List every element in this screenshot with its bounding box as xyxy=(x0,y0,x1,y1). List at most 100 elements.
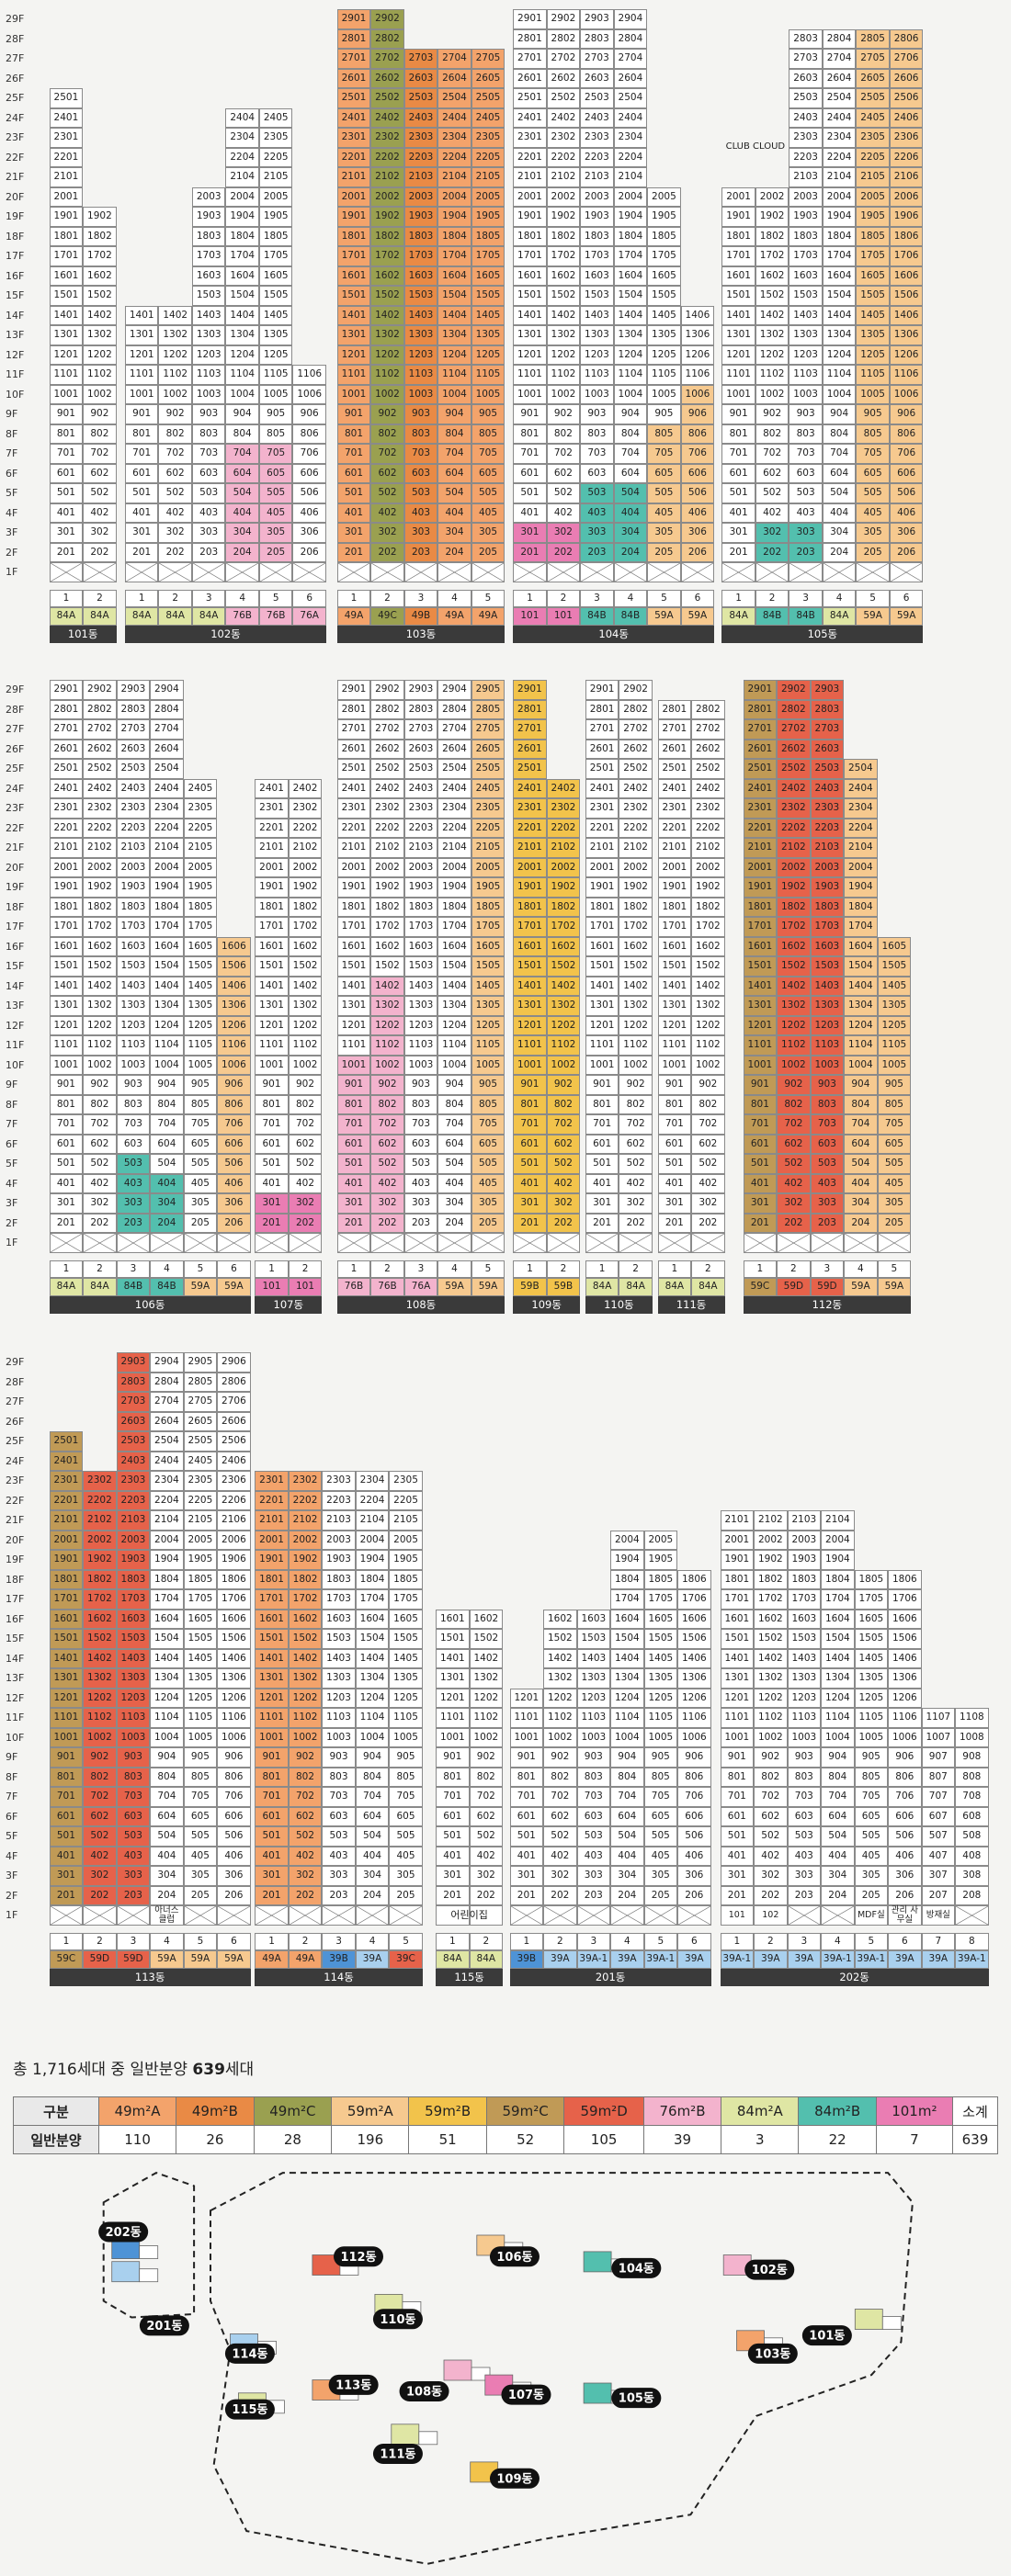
unit-cell: 1002 xyxy=(546,384,581,404)
floor-label: 2F xyxy=(6,1216,18,1229)
unit-cell: 2102 xyxy=(370,838,404,858)
unit-cell: 2801 xyxy=(336,28,371,49)
unit-cell: 2301 xyxy=(657,798,692,819)
unit-cell: 1802 xyxy=(754,1569,788,1589)
unit-cell: 403 xyxy=(787,1846,822,1866)
unit-cell: 1801 xyxy=(255,1569,289,1589)
unit-cell: 1401 xyxy=(49,1648,84,1668)
unit-cell: 2304 xyxy=(150,1471,184,1491)
unit-cell: 1002 xyxy=(288,1055,323,1075)
unit-cell: 1101 xyxy=(513,1035,547,1056)
unit-cell: 1402 xyxy=(469,1648,504,1668)
ground-empty xyxy=(471,562,506,582)
unit-cell: 2503 xyxy=(789,88,823,108)
unit-cell: 2304 xyxy=(613,128,648,148)
unit-cell: 2001 xyxy=(255,857,289,877)
unit-cell: 901 xyxy=(124,404,159,424)
unit-cell: 1406 xyxy=(217,976,251,996)
unit-cell: 1302 xyxy=(83,996,117,1016)
unit-cell: 1107 xyxy=(921,1708,956,1728)
unit-cell: 2802 xyxy=(777,699,811,719)
unit-cell: 1205 xyxy=(258,345,293,365)
unit-type: 39A xyxy=(543,1950,577,1969)
unit-cell: 801 xyxy=(436,1767,470,1787)
building-name: 104동 xyxy=(513,625,715,643)
unit-cell: 601 xyxy=(49,1806,84,1826)
unit-cell: 1305 xyxy=(647,325,681,345)
unit-cell: 805 xyxy=(877,1094,912,1114)
unit-cell: 1702 xyxy=(546,246,581,266)
floor-label: 17F xyxy=(6,250,25,263)
unit-cell: 2104 xyxy=(821,1510,855,1531)
unit-cell: 2205 xyxy=(258,147,293,167)
unit-type: 59C xyxy=(743,1278,778,1296)
unit-cell: 1506 xyxy=(889,286,924,306)
unit-cell: 1306 xyxy=(680,325,715,345)
line-number: 5 xyxy=(877,1260,912,1278)
unit-cell: 1604 xyxy=(225,266,259,286)
unit-cell: 1404 xyxy=(150,976,184,996)
unit-cell: 1008 xyxy=(955,1727,989,1747)
unit-cell: 2101 xyxy=(49,1510,84,1531)
unit-cell: 1405 xyxy=(856,305,890,325)
unit-cell: 2006 xyxy=(217,1530,251,1550)
unit-cell: 601 xyxy=(721,463,755,483)
unit-cell: 1404 xyxy=(437,305,471,325)
building-name: 102동 xyxy=(124,625,326,643)
unit-cell: 1005 xyxy=(471,1055,506,1075)
unit-cell: 1001 xyxy=(509,1727,544,1747)
unit-cell: 1401 xyxy=(657,976,692,996)
unit-cell: 2701 xyxy=(336,719,371,740)
building-name: 111동 xyxy=(657,1295,725,1314)
line-number: 2 xyxy=(83,1932,117,1950)
floor-label: 29F xyxy=(6,13,25,26)
ground-empty xyxy=(83,1905,117,1926)
unit-cell: 1301 xyxy=(49,996,84,1016)
unit-cell: 1705 xyxy=(471,917,506,937)
unit-cell: 1103 xyxy=(116,1708,151,1728)
ground-empty xyxy=(844,1233,878,1253)
unit-cell: 705 xyxy=(471,1114,506,1135)
unit-cell: 1703 xyxy=(789,246,823,266)
floor-label: 25F xyxy=(6,92,25,105)
unit-cell: 404 xyxy=(822,503,857,523)
unit-cell: 502 xyxy=(543,1826,577,1847)
unit-cell: 2601 xyxy=(585,739,619,759)
unit-cell: 1005 xyxy=(877,1055,912,1075)
unit-cell: 2504 xyxy=(822,88,857,108)
line-number: 6 xyxy=(217,1260,251,1278)
unit-cell: 2404 xyxy=(437,778,471,798)
unit-cell: 1905 xyxy=(183,1550,218,1570)
unit-cell: 1504 xyxy=(613,286,648,306)
unit-cell: 1502 xyxy=(370,956,404,977)
unit-cell: 1101 xyxy=(436,1708,470,1728)
unit-cell: 1204 xyxy=(613,345,648,365)
unit-cell: 602 xyxy=(83,1134,117,1154)
unit-cell: 1701 xyxy=(585,917,619,937)
unit-cell: 2502 xyxy=(619,759,653,779)
unit-cell: 2802 xyxy=(546,28,581,49)
unit-cell: 2403 xyxy=(116,778,151,798)
unit-cell: 2403 xyxy=(580,107,614,128)
unit-cell: 1706 xyxy=(677,1589,711,1610)
unit-cell: 1706 xyxy=(889,246,924,266)
line-number: 4 xyxy=(150,1260,184,1278)
unit-cell: 901 xyxy=(721,404,755,424)
unit-cell: 2704 xyxy=(822,49,857,69)
map-label: 110동 xyxy=(380,2313,415,2327)
unit-cell: 405 xyxy=(856,503,890,523)
unit-cell: 2801 xyxy=(743,699,778,719)
ground-empty xyxy=(225,562,259,582)
unit-cell: 502 xyxy=(83,483,117,503)
unit-cell: 1804 xyxy=(613,226,648,246)
unit-cell: 902 xyxy=(754,1747,788,1768)
unit-cell: 701 xyxy=(49,1114,84,1135)
unit-cell: 301 xyxy=(124,523,159,543)
ground-empty xyxy=(580,562,614,582)
unit-cell: 503 xyxy=(403,483,438,503)
unit-cell: 1005 xyxy=(183,1055,218,1075)
ground-label: 관리 사무실 xyxy=(888,1905,922,1926)
unit-cell: 406 xyxy=(680,503,715,523)
unit-cell: 1603 xyxy=(322,1609,356,1629)
sale-count: 22 xyxy=(798,2125,877,2154)
